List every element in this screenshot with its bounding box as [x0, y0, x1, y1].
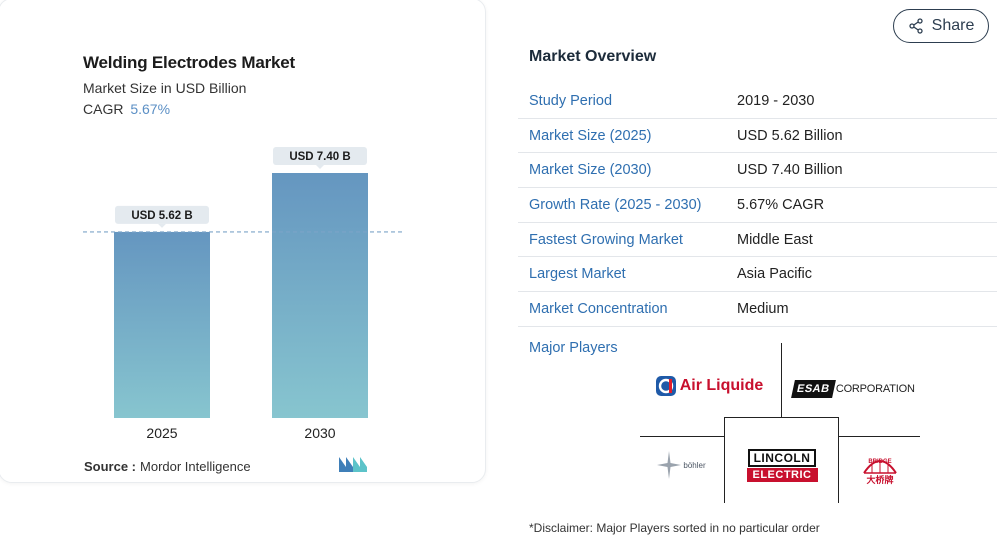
air-liquide-text: Air Liquide	[679, 377, 764, 394]
air-liquide-logo: Air Liquide	[650, 373, 768, 399]
overview-key: Market Concentration	[529, 300, 668, 317]
major-players-title: Major Players	[529, 340, 618, 356]
overview-key: Largest Market	[529, 266, 626, 283]
overview-value: USD 5.62 Billion	[737, 127, 843, 144]
bridge-logo: BRIDGE 大桥牌	[850, 449, 910, 489]
overview-value: Asia Pacific	[737, 266, 812, 283]
data-label-pointer	[316, 165, 324, 169]
chart-source: Source : Mordor Intelligence	[84, 459, 251, 474]
electric-text: ELECTRIC	[746, 467, 818, 482]
mordor-intelligence-logo-icon	[339, 457, 367, 472]
lincoln-electric-logo: LINCOLN ELECTRIC	[734, 447, 830, 483]
bridge-text: BRIDGE	[868, 458, 892, 465]
bar-chart: USD 5.62 B 2025 USD 7.40 B 2030	[83, 147, 402, 441]
overview-row-study-period: Study Period 2019 - 2030	[518, 84, 997, 119]
chart-title: Welding Electrodes Market	[83, 53, 295, 72]
grid-divider	[838, 436, 920, 437]
bridge-cn-text: 大桥牌	[866, 474, 894, 485]
cagr-value: 5.67%	[130, 101, 171, 117]
chart-subtitle: Market Size in USD Billion	[83, 80, 247, 96]
grid-divider	[724, 417, 725, 503]
esab-logo: ESAB CORPORATION	[791, 375, 916, 403]
disclaimer: *Disclaimer: Major Players sorted in no …	[529, 521, 820, 535]
air-liquide-mark-icon	[655, 376, 676, 396]
major-players-grid: Air Liquide ESAB CORPORATION böhler LINC…	[638, 343, 922, 503]
overview-key: Growth Rate (2025 - 2030)	[529, 196, 702, 213]
source-value: Mordor Intelligence	[140, 459, 251, 474]
lincoln-text: LINCOLN	[747, 448, 817, 467]
overview-row-fastest-growing: Fastest Growing Market Middle East	[518, 223, 997, 258]
cagr-label: CAGR	[83, 101, 124, 117]
data-label-2030: USD 7.40 B	[289, 151, 350, 163]
overview-key: Market Size (2025)	[529, 127, 652, 144]
share-label: Share	[931, 17, 975, 34]
overview-row-largest-market: Largest Market Asia Pacific	[518, 257, 997, 293]
data-label-pointer	[158, 223, 166, 228]
grid-divider	[640, 436, 724, 437]
overview-row-market-size-2025: Market Size (2025) USD 5.62 Billion	[518, 119, 997, 154]
overview-value: USD 7.40 Billion	[737, 162, 843, 179]
bridge-arch-icon	[863, 459, 897, 474]
overview-row-growth-rate: Growth Rate (2025 - 2030) 5.67% CAGR	[518, 188, 997, 223]
overview-value: Middle East	[737, 231, 813, 248]
overview-table: Study Period 2019 - 2030 Market Size (20…	[518, 84, 997, 327]
bohler-logo: böhler	[642, 447, 720, 483]
chart-cagr: CAGR 5.67%	[83, 101, 170, 117]
source-label: Source :	[84, 459, 137, 474]
overview-title: Market Overview	[529, 48, 657, 65]
overview-key: Market Size (2030)	[529, 162, 652, 179]
market-chart-card	[0, 0, 486, 483]
share-button[interactable]: Share	[893, 9, 989, 43]
grid-divider	[724, 417, 839, 418]
overview-value: 2019 - 2030	[737, 92, 815, 109]
x-tick-label-2030: 2030	[304, 425, 335, 441]
data-label-2025: USD 5.62 B	[131, 210, 192, 222]
overview-value: Medium	[737, 300, 789, 317]
overview-row-market-size-2030: Market Size (2030) USD 7.40 Billion	[518, 153, 997, 189]
bohler-star-icon	[657, 451, 682, 479]
data-label-bg	[273, 147, 367, 165]
esab-mark: ESAB	[791, 380, 836, 398]
overview-key: Study Period	[529, 92, 613, 109]
data-label-bg	[115, 205, 209, 224]
x-tick-label-2025: 2025	[146, 425, 177, 441]
overview-value: 5.67% CAGR	[737, 196, 825, 213]
bar-2030	[272, 173, 368, 418]
grid-divider	[838, 417, 839, 503]
esab-word: CORPORATION	[835, 383, 915, 395]
overview-row-concentration: Market Concentration Medium	[518, 292, 997, 327]
bohler-text: böhler	[683, 460, 706, 470]
overview-key: Fastest Growing Market	[529, 231, 683, 248]
grid-divider	[781, 343, 782, 417]
bar-2025	[114, 231, 210, 418]
share-icon	[908, 18, 923, 34]
